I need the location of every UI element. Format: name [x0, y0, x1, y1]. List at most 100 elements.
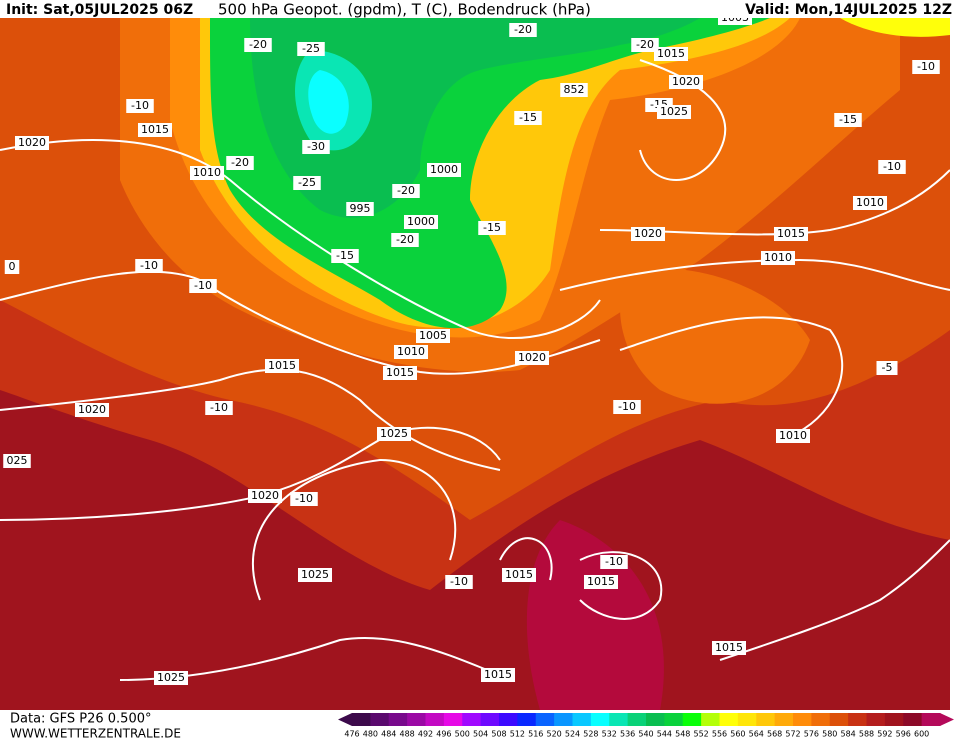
colorbar-cell: [848, 713, 867, 726]
map-label: 1025: [157, 671, 185, 684]
label-box: [189, 279, 217, 293]
map-label: 1010: [397, 345, 425, 358]
label-box: [416, 329, 450, 343]
label-box: [346, 202, 374, 216]
label-box: [302, 140, 330, 154]
colorbar-label: 500: [455, 730, 470, 739]
map-label: -20: [514, 23, 532, 36]
label-box: [600, 555, 628, 569]
label-box: [834, 113, 862, 127]
colorbar-label: 504: [473, 730, 488, 739]
map-label: 1020: [634, 227, 662, 240]
map-label: -15: [839, 113, 857, 126]
map-label: 1020: [78, 403, 106, 416]
map-label: 1015: [141, 123, 169, 136]
website: WWW.WETTERZENTRALE.DE: [10, 727, 181, 741]
init-time: Init: Sat,05JUL2025 06Z: [6, 2, 193, 18]
map-label: 0: [9, 260, 16, 273]
map-label: -5: [882, 361, 893, 374]
colorbar-cell: [719, 713, 739, 726]
colorbar-cell: [682, 713, 702, 726]
label-box: [774, 227, 808, 241]
label-box: [135, 259, 163, 273]
colorbar-label: 596: [896, 730, 911, 739]
map-label: 1025: [660, 105, 688, 118]
colorbar-cell: [443, 713, 463, 726]
temp-region: [526, 520, 664, 710]
map-label: 995: [350, 202, 371, 215]
label-box: [293, 176, 321, 190]
map-labels: -20-25-20-20101510031020-10-1010151020-1…: [3, 11, 940, 685]
label-box: [190, 166, 224, 180]
colorbar-cell: [866, 713, 886, 726]
colorbar-cell: [352, 713, 371, 726]
colorbar-cell: [774, 713, 794, 726]
label-box: [853, 196, 887, 210]
map-label: -10: [618, 400, 636, 413]
colorbar-cell: [664, 713, 684, 726]
label-box: [394, 345, 428, 359]
colorbar-label: 524: [565, 730, 580, 739]
label-box: [383, 366, 417, 380]
colorbar-label: 520: [546, 730, 561, 739]
label-box: [290, 492, 318, 506]
colorbar-cell: [921, 713, 941, 726]
label-box: [631, 227, 665, 241]
label-box: [712, 641, 746, 655]
label-box: [761, 251, 795, 265]
colorbar-label: 568: [767, 730, 782, 739]
colorbar-cell: [701, 713, 720, 726]
map-label: -20: [636, 38, 654, 51]
colorbar-cell: [609, 713, 629, 726]
map-label: -10: [883, 160, 901, 173]
label-box: [392, 184, 420, 198]
colorbar-label: 492: [418, 730, 433, 739]
map-label: 1010: [193, 166, 221, 179]
map-label: -20: [396, 233, 414, 246]
colorbar-cell: [884, 713, 904, 726]
map-label: -10: [450, 575, 468, 588]
colorbar-cell: [811, 713, 831, 726]
map-label: 025: [7, 454, 28, 467]
colorbar-label: 484: [381, 730, 396, 739]
map-label: 1000: [407, 215, 435, 228]
colorbar-label: 584: [840, 730, 855, 739]
colorbar-label: 572: [785, 730, 800, 739]
colorbar-cell: [572, 713, 592, 726]
colorbar-label: 588: [859, 730, 874, 739]
map-label: 1025: [380, 427, 408, 440]
colorbar-label: 564: [749, 730, 764, 739]
map-label: 852: [564, 83, 585, 96]
label-box: [584, 575, 618, 589]
map-label: -10: [295, 492, 313, 505]
colorbar-cell: [793, 713, 812, 726]
map: -20-25-20-20101510031020-10-1010151020-1…: [0, 11, 951, 710]
temp-region: [840, 18, 950, 37]
isobars: [0, 59, 951, 681]
colorbar-cell: [627, 713, 647, 726]
label-box: [560, 83, 588, 97]
map-label: 1010: [779, 429, 807, 442]
data-source: Data: GFS P26 0.500°: [10, 712, 152, 727]
label-box: [514, 111, 542, 125]
label-box: [876, 361, 898, 375]
map-label: 1015: [715, 641, 743, 654]
colorbar-label: 552: [693, 730, 708, 739]
label-box: [631, 38, 659, 52]
map-label: 1000: [430, 163, 458, 176]
map-label: 1015: [386, 366, 414, 379]
label-box: [248, 489, 282, 503]
label-box: [4, 260, 20, 274]
map-label: -10: [210, 401, 228, 414]
label-box: [226, 156, 254, 170]
colorbar-cell: [646, 713, 665, 726]
label-box: [297, 42, 325, 56]
label-box: [377, 427, 411, 441]
label-box: [126, 99, 154, 113]
colorbar-cell: [480, 713, 500, 726]
colorbar-label: 556: [712, 730, 727, 739]
colorbar-cell: [517, 713, 537, 726]
map-label: -20: [249, 38, 267, 51]
label-box: [654, 47, 688, 61]
colorbar-label: 576: [804, 730, 819, 739]
